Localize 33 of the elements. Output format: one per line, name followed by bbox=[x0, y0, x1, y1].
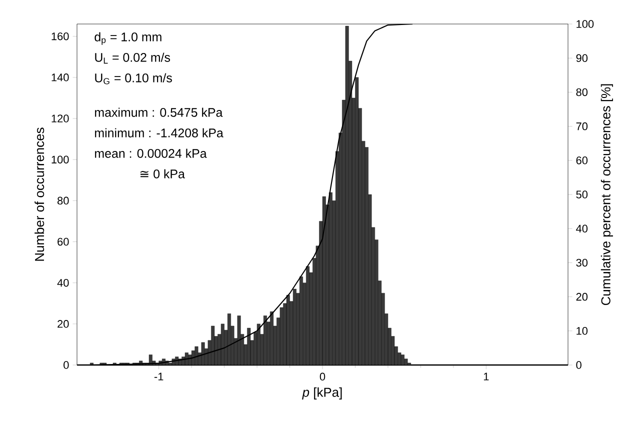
y2-tick-label: 20 bbox=[576, 292, 588, 301]
y-tick-label: 100 bbox=[52, 156, 69, 164]
annotation: minimum : -1.4208 kPa bbox=[95, 128, 224, 138]
y-tick-label: 60 bbox=[58, 238, 69, 246]
x-axis-title: p [kPa] bbox=[302, 387, 342, 400]
y2-tick-label: 60 bbox=[576, 156, 588, 164]
y2-tick-label: 90 bbox=[576, 54, 588, 62]
y-tick-label: 0 bbox=[64, 361, 69, 369]
annotation: U$_{L}$ = 0.02 m/s bbox=[95, 52, 170, 64]
y2-tick-label: 50 bbox=[576, 190, 588, 198]
y-tick-label: 20 bbox=[58, 320, 69, 328]
x-tick-label: 0 bbox=[320, 372, 326, 381]
x-tick-label: -1 bbox=[154, 372, 164, 380]
y2-tick-label: 100 bbox=[576, 20, 594, 28]
y2-tick-label: 0 bbox=[576, 361, 582, 369]
y2-tick-label: 40 bbox=[576, 224, 588, 232]
annotation: U$_{G}$ = 0.10 m/s bbox=[95, 73, 172, 84]
y2-axis-title: Cumulative percent of occurrences [%] bbox=[600, 84, 613, 306]
annotation: d$_{p}$ = 1.0 mm bbox=[94, 32, 162, 45]
y-tick-label: 120 bbox=[52, 114, 69, 122]
y2-tick-label: 70 bbox=[576, 122, 588, 130]
y-tick-label: 80 bbox=[58, 196, 69, 205]
y2-tick-label: 80 bbox=[576, 88, 588, 96]
y-axis-title: Number of occurrences bbox=[34, 128, 44, 261]
y-tick-label: 160 bbox=[52, 32, 69, 40]
annotation: mean : 0.00024 kPa bbox=[95, 148, 207, 158]
annotation: ≅ 0 kPa bbox=[140, 169, 185, 178]
y-tick-label: 140 bbox=[52, 74, 69, 82]
annotation: maximum : 0.5475 kPa bbox=[95, 108, 223, 117]
y2-tick-label: 30 bbox=[576, 258, 588, 267]
x-tick-label: 1 bbox=[484, 372, 489, 380]
y2-tick-label: 10 bbox=[576, 327, 588, 335]
y-tick-label: 40 bbox=[57, 278, 69, 287]
